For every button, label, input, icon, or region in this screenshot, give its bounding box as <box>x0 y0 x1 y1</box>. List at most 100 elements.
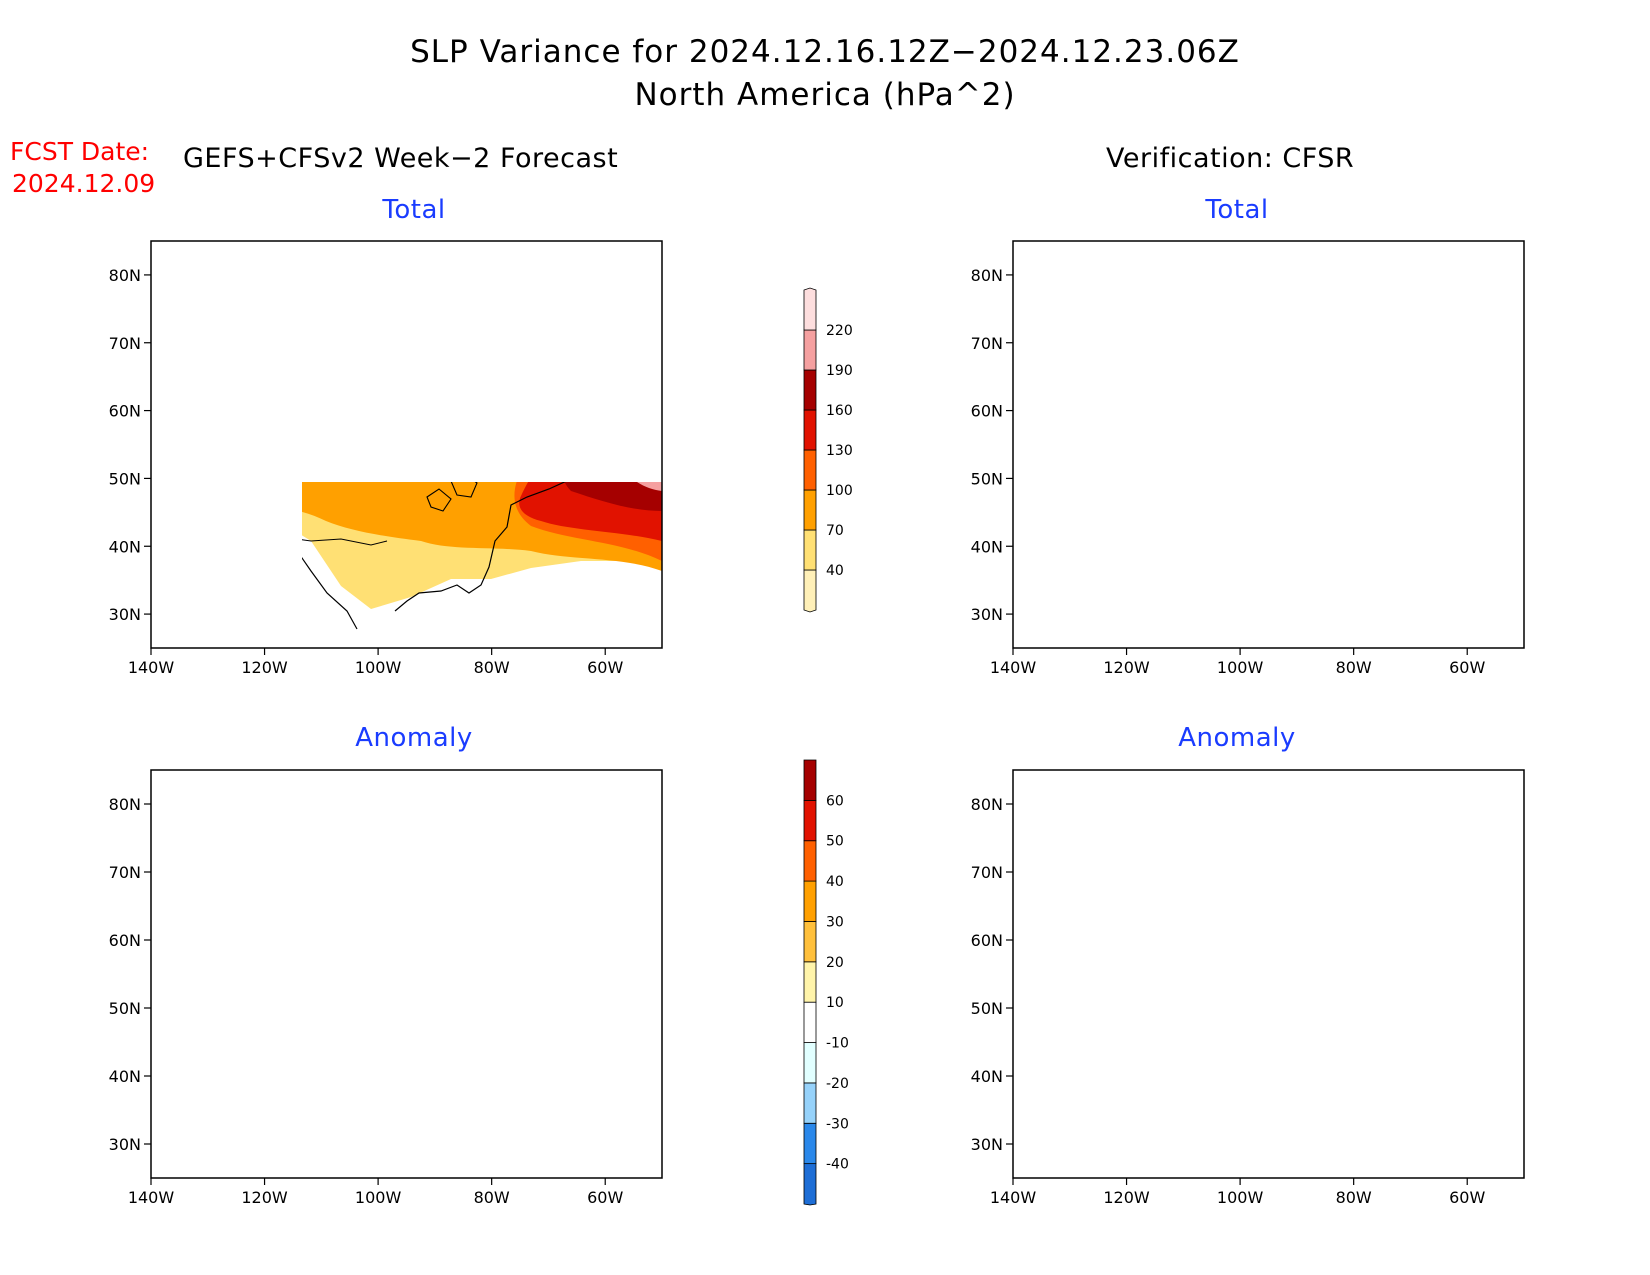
lon-tick-label: 140W <box>990 1188 1037 1207</box>
left-column-title: GEFS+CFSv2 Week−2 Forecast <box>183 143 618 174</box>
lat-tick-label: 50N <box>971 999 1003 1018</box>
lon-tick-label: 80W <box>474 658 510 677</box>
lon-tick-label: 80W <box>1336 1188 1372 1207</box>
lon-tick-label: 100W <box>1217 658 1264 677</box>
lon-tick-label: 60W <box>1449 1188 1485 1207</box>
lat-tick-label: 50N <box>971 469 1003 488</box>
colorbar-segment <box>803 921 817 963</box>
lat-tick-label: 30N <box>109 1135 141 1154</box>
lon-tick-label: 120W <box>1103 658 1150 677</box>
colorbar-level-label: 40 <box>826 563 844 579</box>
colorbar-level-label: 220 <box>826 323 853 339</box>
lon-tick-label: 120W <box>241 658 288 677</box>
colorbar-anomaly: -40 -30 -20 -10 10 20 30 40 50 60 <box>803 759 849 1206</box>
colorbar-segment <box>803 799 817 842</box>
lat-tick-label: 30N <box>109 605 141 624</box>
lon-tick-label: 100W <box>355 658 402 677</box>
colorbar-level-label: -20 <box>826 1076 849 1092</box>
axes-verification-anomaly: 80N 70N 60N 50N 40N 30N 140W 120W 100W 80W 60W <box>971 795 1486 1207</box>
colorbar-level-label: -30 <box>826 1116 849 1132</box>
lat-tick-label: 70N <box>971 863 1003 882</box>
lon-tick-label: 60W <box>1449 658 1485 677</box>
lat-tick-label: 60N <box>109 931 141 950</box>
colorbar-level-label: 30 <box>826 914 844 930</box>
colorbar-segment <box>803 1001 817 1043</box>
lat-tick-label: 40N <box>971 1067 1003 1086</box>
lat-tick-label: 60N <box>971 931 1003 950</box>
map-verification-total <box>1012 240 1525 649</box>
axes-forecast-total: 80N 70N 60N 50N 40N 30N 140W 120W 100W 80W 60W <box>109 266 624 677</box>
lat-tick-label: 80N <box>971 266 1003 285</box>
colorbar-segment <box>803 1082 817 1124</box>
lat-tick-label: 30N <box>971 605 1003 624</box>
colorbar-level-label: 100 <box>826 483 853 499</box>
lat-tick-label: 70N <box>109 863 141 882</box>
lat-tick-label: 50N <box>109 999 141 1018</box>
map-forecast-anomaly <box>150 769 663 1179</box>
colorbar-total: 40 70 100 130 160 190 220 <box>803 287 853 613</box>
lat-tick-label: 40N <box>971 537 1003 556</box>
lon-tick-label: 60W <box>587 1188 623 1207</box>
lat-tick-label: 40N <box>109 1067 141 1086</box>
map-forecast-total <box>150 240 663 649</box>
figure-title: SLP Variance for 2024.12.16.12Z−2024.12.… <box>410 34 1240 70</box>
lat-tick-label: 60N <box>971 402 1003 421</box>
lat-tick-label: 60N <box>109 402 141 421</box>
colorbar-level-label: -40 <box>826 1157 849 1173</box>
colorbar-level-label: 10 <box>826 995 844 1011</box>
colorbar-segment <box>803 1042 817 1084</box>
lat-tick-label: 30N <box>971 1135 1003 1154</box>
lon-tick-label: 100W <box>1217 1188 1264 1207</box>
axes-layer: 80N 70N 60N 50N 40N 30N 140W 120W 100W 80W 60W 80N 7… <box>109 266 1486 1207</box>
colorbar-segment <box>803 329 817 371</box>
lon-tick-label: 100W <box>355 1188 402 1207</box>
lon-tick-label: 140W <box>128 658 175 677</box>
colorbar-level-label: 190 <box>826 363 853 379</box>
lon-tick-label: 80W <box>1336 658 1372 677</box>
colorbar-level-label: 70 <box>826 523 844 539</box>
panel-title-verification-anomaly: Anomaly <box>1178 723 1296 753</box>
colorbar-segment <box>803 840 817 882</box>
lon-tick-label: 80W <box>474 1188 510 1207</box>
colorbar-segment <box>803 449 817 491</box>
colorbar-level-label: 50 <box>826 834 844 850</box>
fcst-date-value: 2024.12.09 <box>12 169 155 198</box>
lat-tick-label: 70N <box>109 334 141 353</box>
colorbar-segment <box>803 409 817 451</box>
fcst-date-label: FCST Date: <box>10 137 149 166</box>
panel-title-forecast-total: Total <box>381 195 445 225</box>
colorbar-segment <box>803 569 817 613</box>
panel-title-verification-total: Total <box>1204 195 1268 225</box>
colorbar-level-label: 60 <box>826 793 844 809</box>
colorbar-level-label: -10 <box>826 1036 849 1052</box>
colorbar-segment <box>803 287 817 331</box>
lat-tick-label: 80N <box>109 266 141 285</box>
map-verification-anomaly <box>1012 769 1525 1179</box>
colorbar-segment <box>803 759 817 801</box>
lon-tick-label: 140W <box>990 658 1037 677</box>
lon-tick-label: 140W <box>128 1188 175 1207</box>
axes-forecast-anomaly: 80N 70N 60N 50N 40N 30N 140W 120W 100W 80W 60W <box>109 795 624 1207</box>
colorbar-segment <box>803 1163 817 1206</box>
colorbar-segment <box>803 1122 817 1165</box>
right-column-title: Verification: CFSR <box>1106 143 1354 174</box>
colorbar-segment <box>803 529 817 571</box>
lat-tick-label: 80N <box>971 795 1003 814</box>
figure-subtitle: North America (hPa^2) <box>634 77 1015 113</box>
lon-tick-label: 60W <box>587 658 623 677</box>
colorbar-level-label: 40 <box>826 874 844 890</box>
lon-tick-label: 120W <box>241 1188 288 1207</box>
lon-tick-label: 120W <box>1103 1188 1150 1207</box>
axes-verification-total: 80N 70N 60N 50N 40N 30N 140W 120W 100W 80W 60W <box>971 266 1486 677</box>
lat-tick-label: 70N <box>971 334 1003 353</box>
colorbar-segment <box>803 880 817 922</box>
colorbar-segment <box>803 961 817 1003</box>
lat-tick-label: 80N <box>109 795 141 814</box>
colorbar-level-label: 20 <box>826 955 844 971</box>
panel-title-forecast-anomaly: Anomaly <box>355 723 473 753</box>
colorbar-level-label: 160 <box>826 403 853 419</box>
colorbar-level-label: 130 <box>826 443 853 459</box>
colorbar-segment <box>803 489 817 531</box>
lat-tick-label: 50N <box>109 469 141 488</box>
